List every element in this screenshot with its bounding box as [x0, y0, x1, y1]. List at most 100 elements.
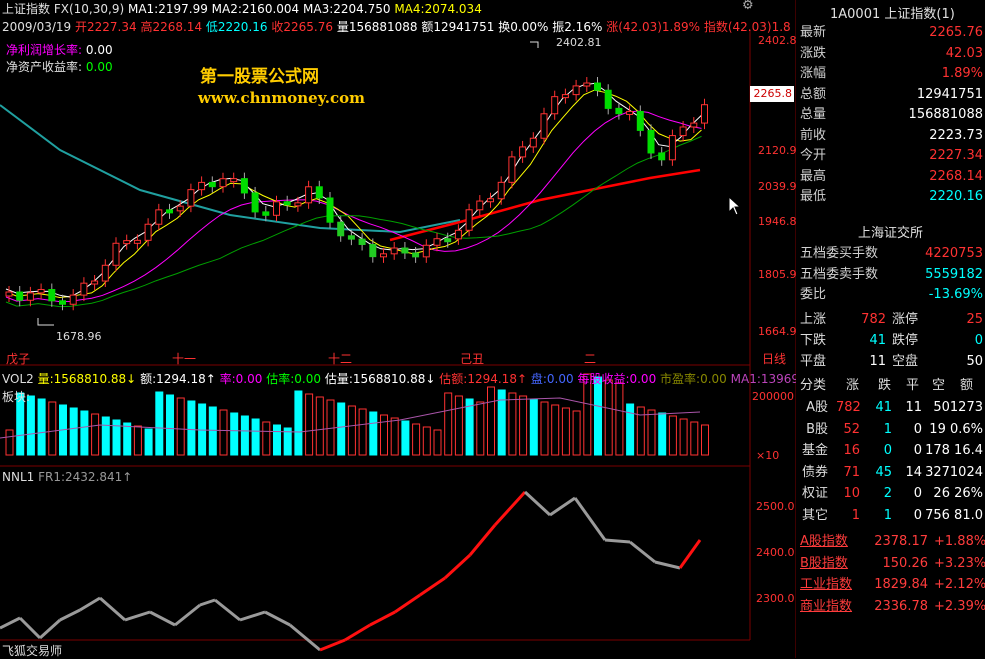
quote-label: 最新 — [800, 25, 827, 40]
index-row[interactable]: A股指数 2378.17 +1.88% — [800, 532, 985, 551]
candle-body — [347, 235, 355, 240]
index-row[interactable]: 商业指数 2336.78 +2.39% — [800, 597, 985, 616]
quote-row: 最高 2268.14 — [800, 167, 983, 187]
index-row[interactable]: B股指数 150.26 +3.23% — [800, 554, 985, 573]
volume-bar — [230, 412, 239, 456]
nnl-segment — [99, 596, 126, 622]
class-header-cell: 涨 — [846, 378, 860, 393]
nnl-segment — [549, 496, 576, 517]
price-axis-label: 1946.8 — [758, 215, 797, 228]
quote-label: 最高 — [800, 168, 827, 184]
index-value: 2336.78 — [874, 598, 928, 614]
candle-body — [679, 126, 687, 137]
volume-bar — [326, 399, 335, 456]
volume-bar — [369, 411, 378, 456]
volume-bar — [701, 424, 709, 456]
candle-body — [80, 282, 88, 296]
class-row: 其它 1 1 0 756 81.0 — [796, 506, 985, 525]
vol-title: VOL2 — [2, 372, 34, 386]
nnl-segment — [0, 616, 21, 630]
quote-value: 42.03 — [945, 45, 983, 61]
candle-body — [594, 82, 601, 91]
month-label: 己丑 — [460, 352, 485, 366]
period-label[interactable]: 日线 — [762, 352, 787, 366]
volume-panel-header: VOL2 量:1568810.88↓ 额:1294.18↑ 率:0.00 估率:… — [2, 370, 833, 387]
nnl-axis-label: 2400.0 — [756, 546, 795, 559]
class-flat: 0 — [913, 421, 922, 437]
gear-icon[interactable]: ⚙ — [742, 0, 754, 13]
candle-body — [540, 113, 548, 139]
class-name: A股 — [806, 400, 828, 415]
amount: 额12941751 — [421, 20, 495, 34]
class-header-cell: 平 — [906, 378, 920, 393]
header-line-2: 2009/03/19 开2227.34 高2268.14 低2220.16 收2… — [2, 18, 791, 35]
quote-value: 2223.73 — [929, 127, 983, 143]
index-name[interactable]: A股指数 — [800, 534, 848, 549]
candle-body — [690, 122, 698, 128]
candle-body — [315, 186, 323, 199]
class-amount: 26 26% — [933, 486, 983, 501]
volume-bar — [487, 386, 495, 456]
quote-value: 12941751 — [916, 86, 983, 102]
breadth-label: 上涨 — [800, 312, 827, 327]
ma1-value: MA1:2197.99 — [127, 2, 208, 16]
index-name[interactable]: 工业指数 — [800, 577, 853, 592]
candle-body — [48, 289, 56, 302]
candle-body — [294, 202, 302, 207]
ma2-line — [5, 89, 702, 299]
volume-bar — [123, 422, 132, 456]
nnl-segment — [319, 638, 346, 652]
kline-chart[interactable] — [0, 0, 796, 658]
candle-body — [647, 129, 655, 154]
index-pct: +2.39% — [934, 598, 985, 614]
class-up: 10 — [843, 486, 860, 501]
volume-bar — [91, 413, 100, 456]
quote-value: 156881088 — [908, 107, 983, 122]
volume-bar — [476, 401, 485, 456]
close: 收2265.76 — [271, 20, 333, 34]
quote-label: 前收 — [800, 127, 827, 143]
breadth-value: 782 — [861, 312, 886, 327]
month-label: 二 — [584, 352, 597, 366]
index-change: 指数(42.03)1.8 — [703, 20, 791, 34]
class-amount: 501273 — [933, 400, 983, 415]
low-marker-line — [37, 318, 54, 326]
candle-body — [615, 107, 623, 115]
nnl-segment — [239, 610, 266, 622]
nnl-segment — [344, 623, 371, 642]
vol-value: 量:1568810.88↓ — [37, 372, 137, 386]
ma5-line — [389, 168, 701, 242]
candle-body — [444, 238, 452, 243]
candle-body — [401, 247, 409, 254]
candle-body — [262, 211, 270, 216]
volume-bar — [519, 395, 528, 456]
breadth-label: 跌停 — [892, 333, 919, 348]
candle-body — [380, 253, 387, 258]
net-profit-value: 0.00 — [85, 43, 113, 57]
volume-bar — [433, 429, 442, 456]
volume-bar — [658, 412, 667, 456]
candle-body — [5, 291, 13, 297]
index-name[interactable]: 商业指数 — [800, 598, 853, 614]
nnl-segment — [604, 538, 631, 544]
index-name[interactable]: B股指数 — [800, 555, 848, 571]
index-row[interactable]: 工业指数 1829.84 +2.12% — [800, 575, 985, 594]
volume-bar — [176, 397, 185, 456]
candle-body — [133, 239, 141, 244]
candle-body — [208, 181, 216, 188]
nnl-segment — [394, 593, 421, 614]
candle-body — [658, 152, 666, 161]
vol-pe: 市盈率:0.00 — [660, 372, 727, 386]
quote-row: 最低 2220.16 — [800, 187, 983, 207]
ma4-line — [5, 135, 702, 308]
volume-bar — [112, 419, 121, 456]
candle-body — [412, 252, 420, 258]
class-up: 1 — [851, 507, 860, 523]
vol-est-amount: 估额:1294.18↑ — [439, 372, 528, 386]
class-up: 71 — [843, 464, 860, 480]
candle-body — [454, 229, 462, 240]
volume-bar — [626, 403, 635, 456]
quote-value: 2265.76 — [929, 25, 983, 40]
quote-row: 涨幅 1.89% — [800, 64, 983, 84]
order-label: 五档委买手数 — [800, 246, 879, 261]
